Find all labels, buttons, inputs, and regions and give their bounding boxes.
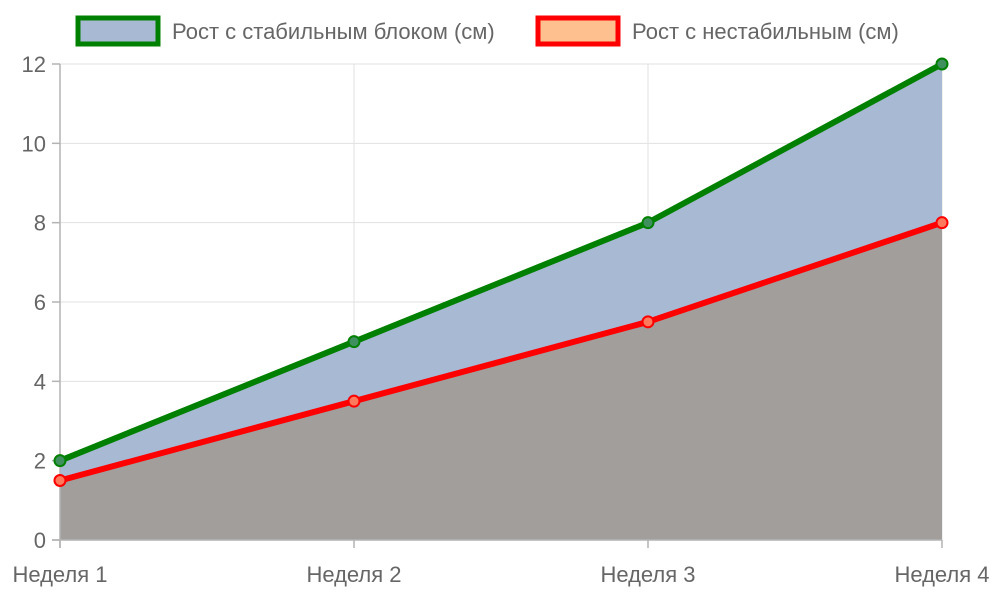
series-lines	[58, 61, 944, 484]
legend-swatch	[535, 15, 621, 47]
legend-swatch	[75, 15, 161, 47]
data-point-unstable	[53, 474, 67, 487]
x-tick-label: Неделя 1	[12, 562, 107, 587]
series-area-unstable	[60, 222, 942, 540]
y-tick-label: 12	[22, 52, 46, 77]
data-point-unstable	[935, 216, 949, 230]
x-tick-label: Неделя 3	[600, 562, 695, 587]
data-point-stable	[347, 335, 361, 349]
y-tick-label: 10	[22, 131, 46, 156]
data-point-stable	[935, 57, 949, 71]
legend: Рост с стабильным блоком (см) Рост с нест…	[75, 15, 899, 47]
y-tick-label: 8	[34, 211, 46, 236]
x-tick-label: Неделя 4	[894, 562, 989, 587]
series-line-stable	[58, 61, 944, 464]
legend-label: Рост с стабильным блоком (см)	[172, 19, 495, 44]
axes	[52, 63, 943, 548]
x-tick-label: Неделя 2	[306, 562, 401, 587]
series-points	[53, 57, 949, 487]
data-point-stable	[53, 454, 67, 468]
y-tick-label: 4	[34, 369, 46, 394]
y-tick-label: 0	[34, 528, 46, 553]
legend-item-stable: Рост с стабильным блоком (см)	[75, 15, 495, 47]
data-point-unstable	[641, 315, 655, 329]
y-tick-label: 6	[34, 290, 46, 315]
series-line-unstable	[59, 219, 943, 484]
legend-label: Рост с нестабильным (см)	[632, 19, 899, 44]
data-point-stable	[641, 216, 655, 230]
data-point-unstable	[347, 394, 361, 408]
tick-labels: 0 2 4 6 8 10 12 Неделя 1 Неделя 2 Неделя 3 Неделя …	[12, 52, 989, 587]
y-tick-label: 2	[34, 449, 46, 474]
legend-item-unstable: Рост с нестабильным (см)	[535, 15, 899, 47]
